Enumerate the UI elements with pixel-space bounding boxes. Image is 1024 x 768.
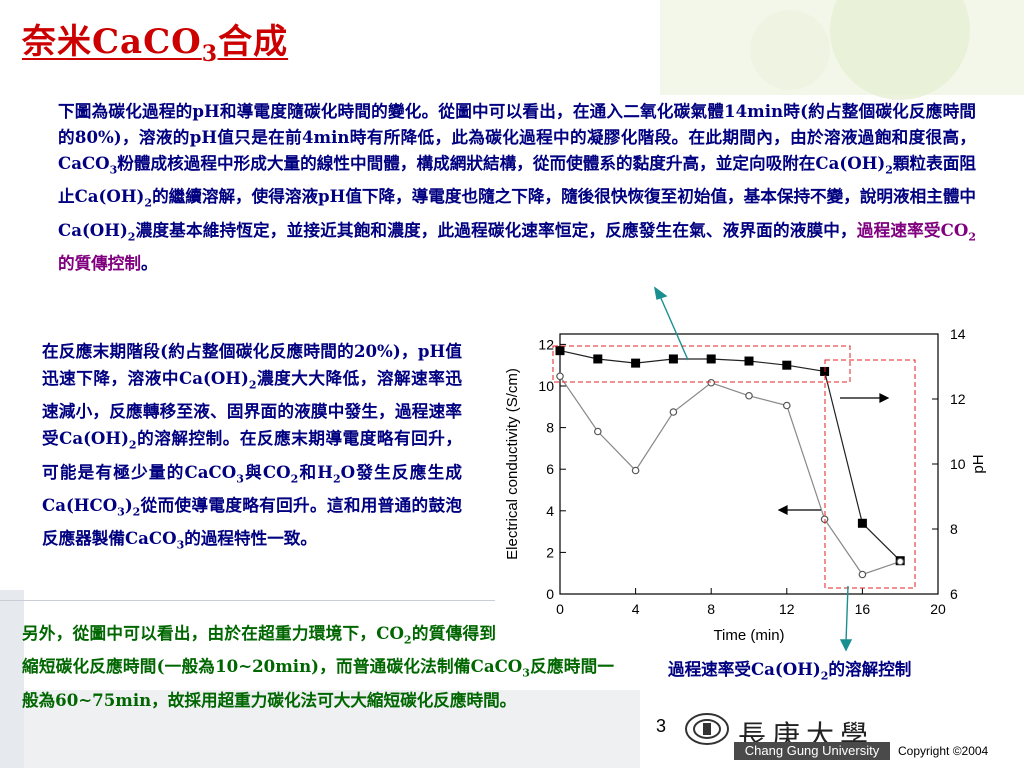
ph-point bbox=[707, 378, 716, 387]
copyright-notice: Copyright ©2004 bbox=[898, 744, 989, 758]
y-tick-label: 2 bbox=[546, 544, 554, 560]
highlight-co2-control: 過程速率受CO2的質傳控制 bbox=[58, 219, 976, 273]
ph-point bbox=[745, 391, 753, 400]
x-tick-label: 20 bbox=[930, 601, 946, 617]
y2-tick-label: 14 bbox=[950, 326, 966, 342]
conductivity-point bbox=[706, 354, 716, 364]
y-tick-label: 0 bbox=[546, 586, 554, 602]
conductivity-point bbox=[857, 518, 867, 528]
y-tick-label: 6 bbox=[546, 461, 554, 477]
conductivity-point bbox=[631, 358, 641, 368]
right-axis-arrow bbox=[840, 393, 890, 403]
y-tick-label: 10 bbox=[538, 378, 554, 394]
y-tick-label: 8 bbox=[546, 420, 554, 436]
ph-point bbox=[631, 466, 640, 475]
conductivity-series-line bbox=[559, 350, 901, 562]
page-number: 3 bbox=[656, 716, 667, 736]
left-axis-arrow bbox=[777, 505, 821, 515]
ph-point bbox=[896, 557, 905, 566]
y2-axis-label: pH bbox=[970, 454, 987, 473]
x-tick-label: 16 bbox=[855, 601, 871, 617]
ph-series-line bbox=[559, 375, 901, 576]
conductivity-point bbox=[555, 346, 565, 356]
university-name-en: Chang Gung University bbox=[734, 742, 890, 760]
highlight-box-stable bbox=[552, 345, 851, 383]
ph-point bbox=[858, 570, 867, 579]
conductivity-point bbox=[744, 356, 754, 366]
y2-tick-label: 12 bbox=[950, 391, 966, 407]
y-axis-label: Electrical conductivity (S/cm) bbox=[504, 368, 521, 560]
y-tick-label: 12 bbox=[538, 336, 554, 352]
paragraph-gel-stage: 下圖為碳化過程的pH和導電度隨碳化時間的變化。從圖中可以看出，在通入二氧化碳氣體… bbox=[58, 101, 977, 273]
x-tick-label: 0 bbox=[556, 601, 564, 617]
x-tick-label: 8 bbox=[707, 601, 715, 617]
paragraph-late-stage: 在反應末期階段(約占整個碳化反應時間的20%)，pH值迅速下降，溶液中Ca(OH… bbox=[42, 341, 462, 552]
x-tick-label: 12 bbox=[779, 601, 795, 617]
chart-caption: 過程速率受Ca(OH)2的溶解控制 bbox=[668, 659, 912, 683]
page-title: 奈米CaCO3合成 bbox=[22, 22, 289, 67]
x-tick-label: 4 bbox=[632, 601, 640, 617]
x-axis-label: Time (min) bbox=[713, 627, 784, 644]
ph-point bbox=[594, 427, 602, 436]
y2-tick-label: 10 bbox=[950, 456, 966, 472]
ph-point bbox=[782, 401, 791, 410]
conductivity-point bbox=[782, 360, 792, 370]
ph-point bbox=[556, 372, 564, 381]
highlight-box-late bbox=[824, 359, 916, 589]
y-tick-label: 4 bbox=[546, 503, 554, 519]
y2-tick-label: 6 bbox=[950, 586, 958, 602]
university-logo-icon bbox=[685, 713, 729, 745]
conductivity-point bbox=[668, 354, 678, 364]
y2-tick-label: 8 bbox=[950, 521, 958, 537]
conductivity-point bbox=[593, 354, 603, 364]
ph-point bbox=[669, 408, 678, 416]
